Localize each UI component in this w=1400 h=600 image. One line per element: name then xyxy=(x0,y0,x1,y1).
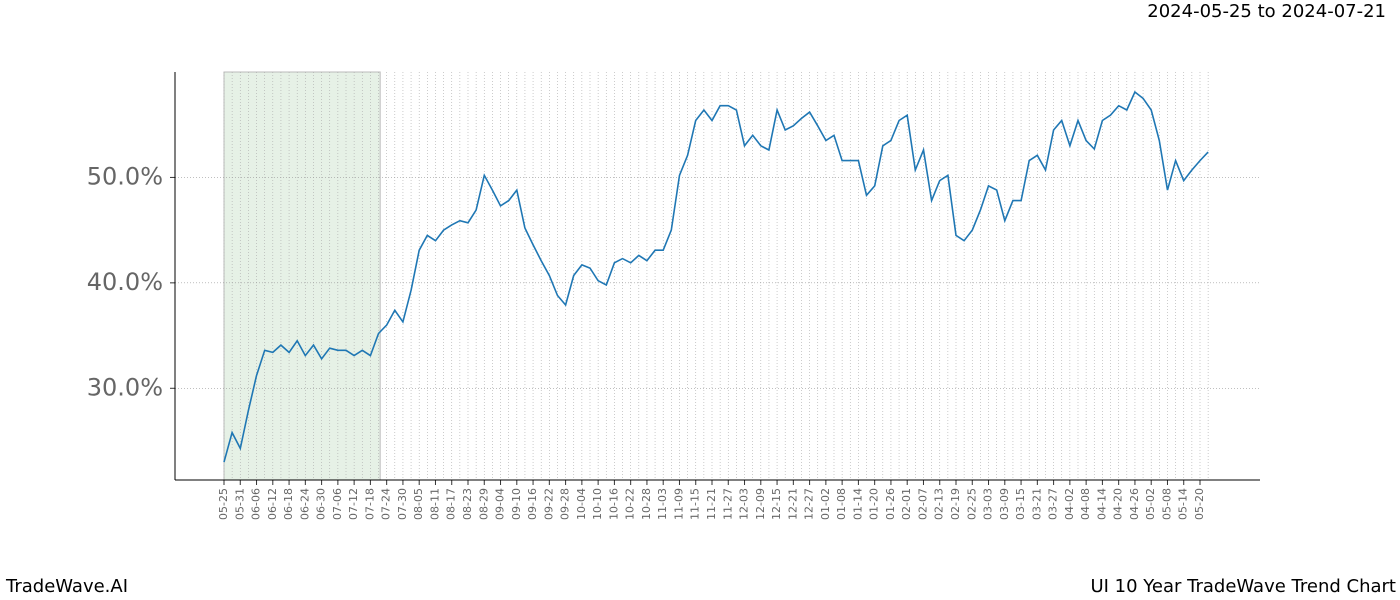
x-tick-label: 01-08 xyxy=(835,488,848,520)
x-tick-label: 02-01 xyxy=(900,488,913,520)
x-tick-label: 11-21 xyxy=(705,488,718,520)
x-tick-label: 06-18 xyxy=(282,488,295,520)
x-tick-label: 02-19 xyxy=(949,488,962,520)
x-tick-label: 12-27 xyxy=(803,488,816,520)
x-tick-label: 03-09 xyxy=(998,488,1011,520)
x-tick-label: 08-05 xyxy=(412,488,425,520)
x-tick-label: 12-09 xyxy=(754,488,767,520)
x-tick-label: 11-03 xyxy=(656,488,669,520)
x-tick-label: 07-12 xyxy=(347,488,360,520)
x-tick-label: 08-23 xyxy=(461,488,474,520)
x-tick-label: 09-04 xyxy=(494,488,507,520)
x-tick-label: 06-24 xyxy=(298,488,311,520)
x-tick-label: 02-25 xyxy=(965,488,978,520)
x-tick-label: 10-22 xyxy=(624,488,637,520)
x-tick-label: 03-21 xyxy=(1030,488,1043,520)
x-tick-label: 05-02 xyxy=(1144,488,1157,520)
x-tick-label: 09-16 xyxy=(526,488,539,520)
x-tick-label: 02-07 xyxy=(916,488,929,520)
x-tick-label: 05-25 xyxy=(217,488,230,520)
x-tick-label: 06-06 xyxy=(250,488,263,520)
x-tick-label: 08-17 xyxy=(445,488,458,520)
x-tick-label: 01-14 xyxy=(851,488,864,520)
x-tick-label: 11-15 xyxy=(689,488,702,520)
x-tick-label: 04-26 xyxy=(1128,488,1141,520)
x-tick-label: 10-16 xyxy=(607,488,620,520)
x-tick-label: 03-15 xyxy=(1014,488,1027,520)
x-tick-label: 10-04 xyxy=(575,488,588,520)
y-tick-label: 40.0% xyxy=(87,268,163,296)
chart-title: 2024-05-25 to 2024-07-21 xyxy=(1147,1,1386,22)
x-tick-label: 12-03 xyxy=(738,488,751,520)
x-tick-label: 09-10 xyxy=(510,488,523,520)
x-tick-label: 04-02 xyxy=(1063,488,1076,520)
x-tick-label: 12-15 xyxy=(770,488,783,520)
x-tick-label: 11-09 xyxy=(672,488,685,520)
x-tick-label: 01-26 xyxy=(884,488,897,520)
x-tick-label: 03-27 xyxy=(1047,488,1060,520)
x-tick-label: 05-14 xyxy=(1177,488,1190,520)
x-tick-label: 08-11 xyxy=(428,488,441,520)
x-tick-label: 08-29 xyxy=(477,488,490,520)
x-tick-label: 12-21 xyxy=(786,488,799,520)
x-tick-label: 04-20 xyxy=(1112,488,1125,520)
x-tick-label: 10-10 xyxy=(591,488,604,520)
y-tick-label: 30.0% xyxy=(87,373,163,401)
y-tick-label: 50.0% xyxy=(87,162,163,190)
x-tick-label: 07-18 xyxy=(363,488,376,520)
x-tick-label: 07-24 xyxy=(380,488,393,520)
x-tick-label: 06-30 xyxy=(315,488,328,520)
x-tick-label: 01-02 xyxy=(819,488,832,520)
x-tick-label: 09-22 xyxy=(542,488,555,520)
x-tick-label: 10-28 xyxy=(640,488,653,520)
x-tick-label: 04-14 xyxy=(1095,488,1108,520)
x-tick-label: 11-27 xyxy=(721,488,734,520)
footer-left: TradeWave.AI xyxy=(5,576,128,597)
x-tick-label: 01-20 xyxy=(868,488,881,520)
x-tick-label: 07-30 xyxy=(396,488,409,520)
x-tick-label: 06-12 xyxy=(266,488,279,520)
x-tick-label: 05-08 xyxy=(1160,488,1173,520)
x-tick-label: 05-31 xyxy=(233,488,246,520)
x-tick-label: 05-20 xyxy=(1193,488,1206,520)
trend-line xyxy=(223,90,1209,463)
x-tick-label: 03-03 xyxy=(982,488,995,520)
x-tick-label: 02-13 xyxy=(933,488,946,520)
x-tick-label: 09-28 xyxy=(559,488,572,520)
x-tick-label: 07-06 xyxy=(331,488,344,520)
footer-right: UI 10 Year TradeWave Trend Chart xyxy=(1090,576,1396,597)
x-tick-label: 04-08 xyxy=(1079,488,1092,520)
